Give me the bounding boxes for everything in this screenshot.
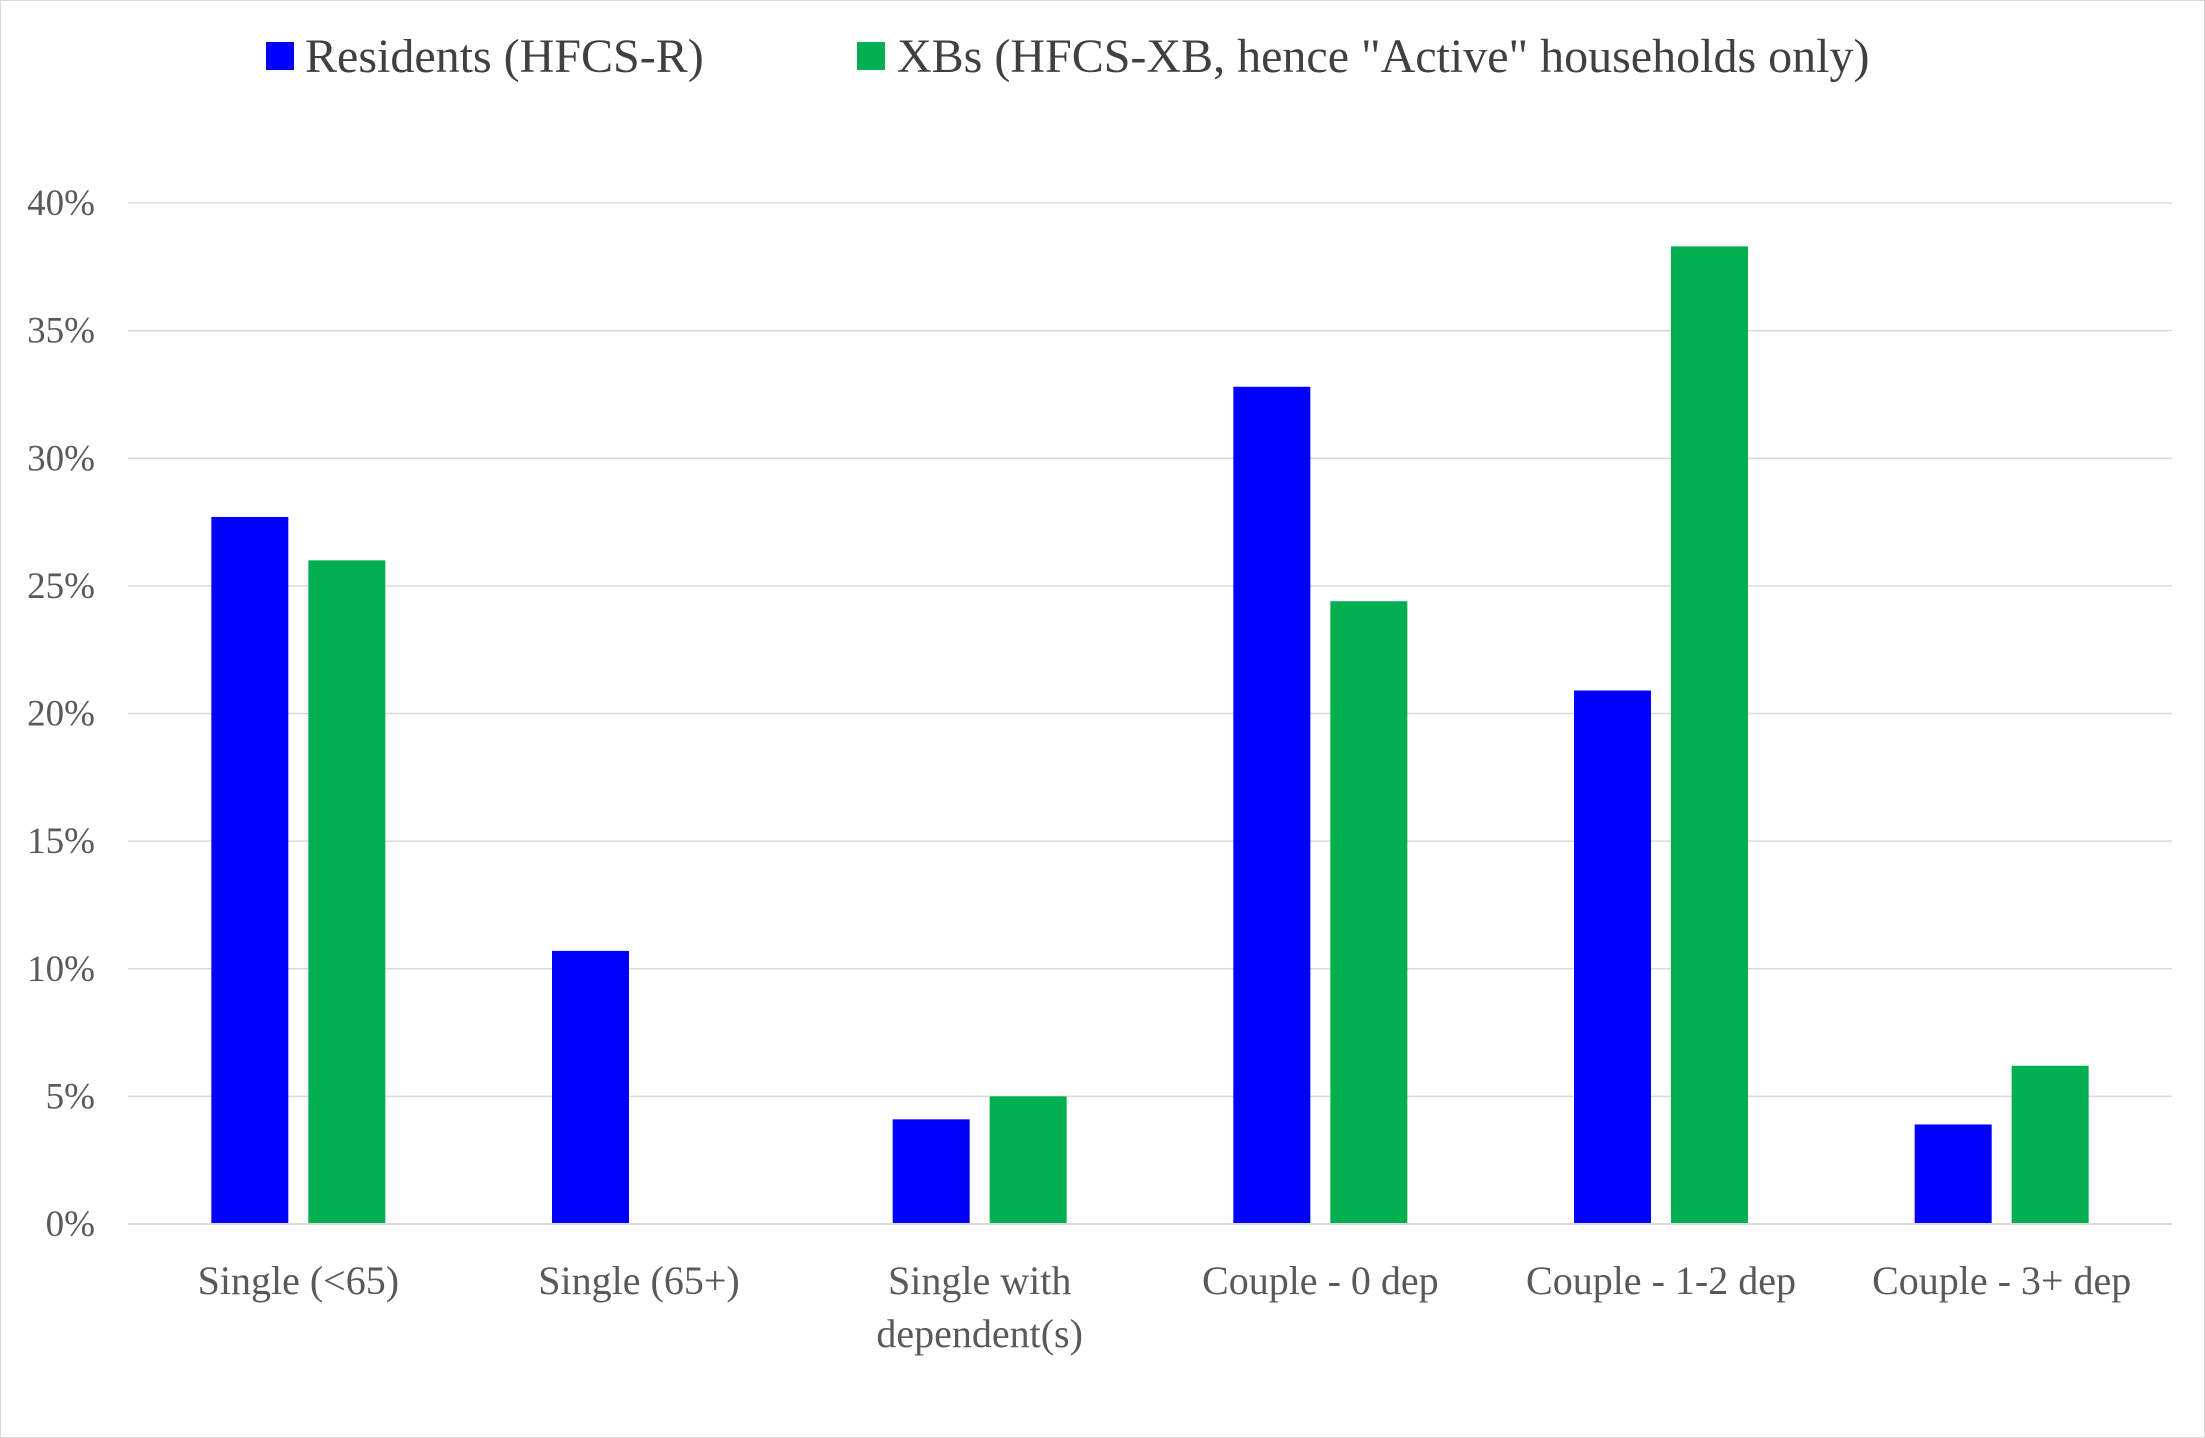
y-tick-label: 5% xyxy=(46,1076,95,1117)
bar-xbs-2 xyxy=(989,1096,1067,1224)
x-category-label: Single (<65) xyxy=(198,1258,399,1303)
legend-swatch-residents xyxy=(266,42,294,70)
x-category-label: Couple - 3+ dep xyxy=(1872,1258,2131,1303)
bar-residents-3 xyxy=(1233,386,1311,1224)
legend-label-residents: Residents (HFCS-R) xyxy=(305,30,704,83)
bar-residents-0 xyxy=(211,516,289,1224)
bar-xbs-4 xyxy=(1671,246,1748,1224)
y-tick-label: 10% xyxy=(27,949,95,990)
bar-xbs-0 xyxy=(308,560,386,1224)
legend-swatch-xbs xyxy=(857,42,885,70)
x-category-label: Single (65+) xyxy=(538,1258,739,1303)
gridlines xyxy=(128,202,2172,1098)
y-tick-label: 30% xyxy=(27,438,95,479)
y-tick-label: 40% xyxy=(27,183,95,224)
bar-residents-2 xyxy=(892,1119,970,1224)
y-tick-label: 25% xyxy=(27,566,95,607)
bar-residents-1 xyxy=(552,950,629,1224)
y-tick-label: 20% xyxy=(27,694,95,735)
y-tick-label: 35% xyxy=(27,311,95,352)
y-tick-label: 0% xyxy=(46,1204,95,1245)
bar-xbs-3 xyxy=(1330,601,1408,1224)
x-category-label: Couple - 1-2 dep xyxy=(1526,1258,1796,1303)
bar-xbs-5 xyxy=(2011,1065,2089,1224)
bar-residents-4 xyxy=(1574,690,1651,1224)
bar-residents-5 xyxy=(1914,1124,1992,1224)
x-category-label: Single with dependent(s) xyxy=(876,1258,1083,1356)
legend-label-xbs: XBs (HFCS-XB, hence "Active" households … xyxy=(897,30,1869,83)
x-category-label: Couple - 0 dep xyxy=(1202,1258,1439,1303)
y-tick-label: 15% xyxy=(27,821,95,862)
bars xyxy=(211,246,2089,1224)
legend: Residents (HFCS-R) XBs (HFCS-XB, hence "A… xyxy=(266,30,1869,83)
x-axis-category-labels: Single (<65) Single (65+) Single with depen… xyxy=(198,1258,2132,1356)
y-axis-ticks: 0% 5% 10% 15% 20% 25% 30% 35% 40% xyxy=(27,183,95,1245)
